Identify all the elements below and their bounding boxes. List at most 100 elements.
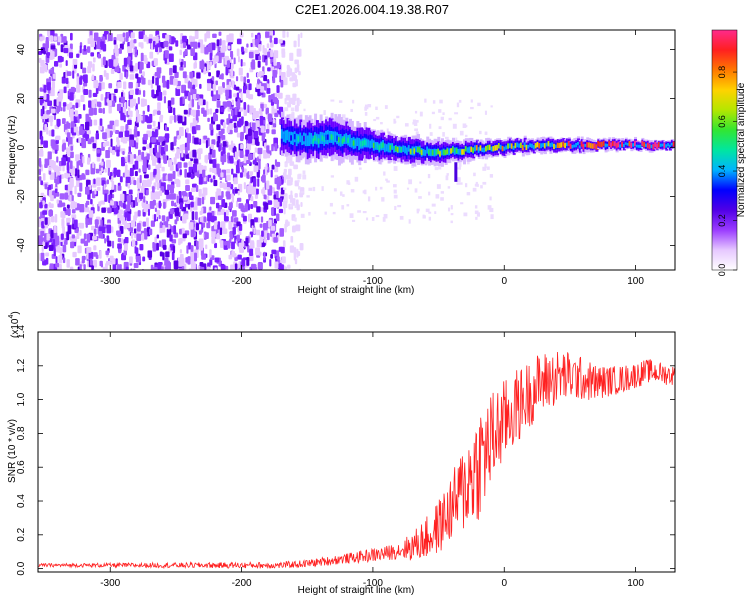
noise-cell: [133, 263, 139, 269]
noise-cell: [431, 203, 436, 207]
noise-cell: [191, 126, 197, 134]
noise-cell: [296, 63, 300, 73]
noise-cell: [248, 83, 252, 91]
noise-cell: [291, 98, 296, 106]
noise-cell: [442, 112, 445, 115]
noise-cell: [300, 213, 305, 218]
noise-cell: [79, 126, 83, 136]
noise-cell: [62, 106, 66, 112]
noise-cell: [51, 66, 55, 75]
noise-cell: [99, 260, 103, 267]
noise-cell: [45, 257, 49, 265]
noise-cell: [455, 137, 458, 141]
noise-cell: [282, 30, 286, 38]
noise-cell: [166, 216, 170, 222]
noise-cell: [458, 166, 462, 170]
signal-cell: [404, 145, 408, 154]
noise-cell: [100, 93, 104, 101]
signal-cell: [606, 143, 610, 147]
noise-cell: [213, 113, 216, 122]
noise-cell: [217, 221, 221, 230]
noise-cell: [202, 110, 207, 117]
noise-cell: [107, 32, 113, 42]
noise-cell: [235, 200, 239, 208]
noise-cell: [296, 97, 300, 107]
noise-cell: [256, 206, 261, 213]
noise-cell: [268, 219, 272, 228]
noise-cell: [490, 105, 493, 108]
noise-cell: [375, 106, 378, 110]
noise-cell: [69, 92, 74, 101]
noise-cell: [339, 191, 343, 196]
noise-cell: [116, 230, 121, 236]
signal-cell: [668, 144, 672, 148]
noise-cell: [247, 135, 253, 144]
noise-cell: [101, 207, 106, 213]
noise-cell: [190, 245, 194, 253]
noise-cell: [463, 212, 468, 217]
noise-cell: [484, 163, 487, 169]
noise-cell: [185, 179, 190, 185]
spectrogram-frame: [37, 29, 676, 271]
noise-cell: [166, 127, 169, 132]
noise-cell: [62, 118, 66, 125]
noise-cell: [116, 169, 121, 178]
noise-cell: [175, 87, 181, 97]
noise-cell: [125, 266, 129, 270]
noise-cell: [219, 38, 222, 46]
noise-cell: [172, 65, 177, 73]
noise-cell: [131, 232, 134, 239]
noise-cell: [79, 45, 82, 54]
noise-cell: [212, 175, 216, 180]
noise-cell: [51, 81, 56, 89]
signal-cell: [477, 147, 481, 153]
noise-cell: [260, 176, 264, 182]
noise-cell: [82, 156, 85, 164]
noise-cell: [161, 266, 164, 270]
noise-cell: [147, 124, 152, 129]
noise-cell: [80, 238, 86, 244]
noise-cell: [79, 264, 82, 270]
noise-cell: [72, 70, 75, 79]
noise-cell: [222, 121, 226, 129]
noise-cell: [92, 57, 96, 63]
noise-cell: [281, 48, 286, 55]
noise-cell: [187, 133, 191, 142]
noise-cell: [170, 193, 173, 200]
noise-cell: [173, 78, 178, 86]
noise-cell: [42, 200, 45, 206]
noise-cell: [164, 133, 170, 139]
noise-cell: [248, 94, 254, 100]
y-tick-label: 40: [16, 44, 27, 56]
noise-cell: [159, 227, 163, 234]
noise-cell: [74, 110, 79, 117]
spectrogram-x-label: Height of straight line (km): [298, 285, 415, 296]
noise-cell: [96, 177, 101, 186]
noise-cell: [81, 255, 85, 264]
signal-cell: [650, 144, 654, 149]
noise-cell: [458, 182, 463, 185]
noise-cell: [78, 222, 83, 228]
noise-cell: [472, 187, 477, 192]
noise-cell: [216, 100, 221, 108]
noise-cell: [86, 233, 91, 243]
colorbar-gradient: [711, 29, 738, 271]
noise-cell: [40, 180, 44, 186]
noise-cell: [199, 261, 204, 267]
noise-cell: [77, 169, 80, 179]
noise-cell: [231, 109, 234, 117]
noise-cell: [143, 174, 149, 179]
noise-cell: [124, 130, 130, 138]
noise-cell: [397, 204, 402, 208]
noise-cell: [51, 129, 55, 137]
noise-cell: [146, 36, 149, 45]
noise-cell: [73, 126, 79, 133]
noise-cell: [292, 225, 297, 230]
noise-cell: [244, 120, 248, 127]
noise-cell: [223, 183, 227, 190]
noise-cell: [103, 142, 107, 147]
noise-cell: [445, 136, 449, 140]
noise-cell: [152, 120, 156, 127]
noise-cell: [246, 245, 250, 251]
